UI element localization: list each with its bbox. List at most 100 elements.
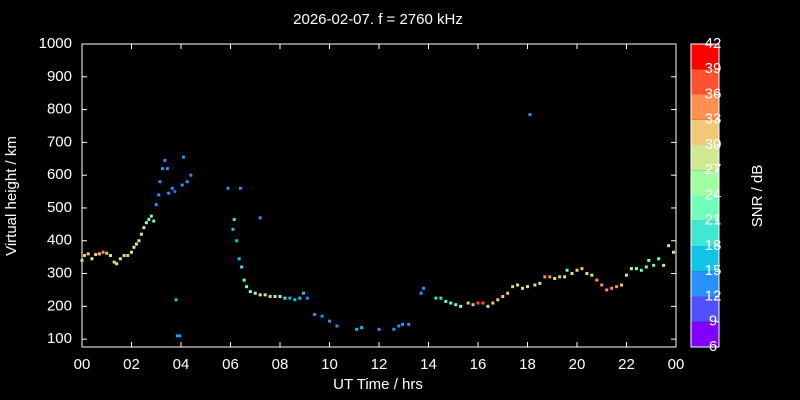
- colorbar-tick-label: 36: [705, 85, 722, 102]
- colorbar-tick-label: 33: [705, 111, 722, 128]
- data-point: [165, 167, 169, 171]
- data-point: [629, 267, 633, 271]
- data-point: [90, 257, 94, 261]
- x-tick-label: 00: [668, 356, 685, 373]
- y-tick-label: 800: [47, 101, 72, 118]
- data-point: [526, 285, 529, 289]
- data-point: [600, 283, 604, 287]
- data-point: [407, 322, 411, 326]
- data-point: [548, 275, 552, 279]
- data-point: [245, 285, 249, 289]
- colorbar-tick-label: 21: [705, 212, 722, 229]
- data-point: [553, 276, 557, 280]
- data-point: [118, 257, 122, 261]
- data-point: [449, 301, 453, 305]
- data-point: [302, 291, 306, 295]
- data-point: [101, 250, 105, 254]
- data-point: [521, 286, 525, 290]
- data-point: [491, 301, 495, 305]
- data-point: [115, 262, 119, 266]
- data-point: [355, 327, 359, 331]
- data-point: [178, 334, 182, 338]
- colorbar-band: [691, 220, 719, 246]
- data-point: [543, 275, 547, 279]
- data-point: [570, 272, 574, 276]
- data-point: [134, 242, 138, 246]
- y-tick-label: 900: [47, 68, 72, 85]
- data-point: [434, 296, 438, 300]
- x-tick-label: 08: [272, 356, 289, 373]
- data-point: [615, 285, 619, 289]
- colorbar-tick-label: 27: [705, 161, 722, 178]
- data-point: [585, 272, 589, 276]
- data-point: [158, 180, 162, 184]
- data-point: [231, 227, 235, 231]
- y-tick-label: 1000: [39, 35, 72, 52]
- data-point: [439, 296, 443, 300]
- x-tick-label: 00: [74, 356, 91, 373]
- data-point: [149, 214, 153, 218]
- data-point: [144, 221, 148, 225]
- data-point: [86, 252, 90, 256]
- data-point: [137, 239, 141, 243]
- data-point: [105, 251, 109, 255]
- colorbar-band: [691, 271, 719, 297]
- data-point: [595, 278, 599, 282]
- x-tick-label: 10: [321, 356, 338, 373]
- data-point: [401, 322, 405, 326]
- data-point: [657, 257, 661, 261]
- data-point: [466, 301, 470, 305]
- data-point: [511, 285, 515, 289]
- data-point: [662, 263, 666, 267]
- y-tick-label: 100: [47, 330, 72, 347]
- data-point: [558, 275, 562, 279]
- colorbar-band: [691, 321, 719, 347]
- y-tick-label: 600: [47, 166, 72, 183]
- y-tick-label: 200: [47, 297, 72, 314]
- data-point: [180, 183, 184, 187]
- data-point: [175, 334, 179, 338]
- data-point: [248, 290, 252, 294]
- plot-frame: [81, 43, 677, 348]
- data-point: [575, 268, 579, 272]
- data-point: [481, 301, 485, 305]
- data-point: [516, 283, 520, 287]
- data-point: [634, 267, 638, 271]
- y-tick-label: 500: [47, 199, 72, 216]
- data-point: [533, 283, 537, 287]
- data-point: [625, 273, 628, 277]
- data-point: [242, 278, 246, 282]
- x-tick-label: 18: [519, 356, 536, 373]
- x-tick-label: 04: [173, 356, 190, 373]
- data-point: [154, 203, 158, 207]
- data-point: [565, 268, 569, 272]
- data-point: [471, 303, 475, 307]
- x-tick-label: 14: [420, 356, 437, 373]
- colorbar-tick-label: 15: [705, 262, 722, 279]
- colorbar-band: [691, 69, 719, 95]
- colorbar-band: [691, 44, 719, 70]
- data-point: [253, 291, 257, 295]
- data-point: [152, 219, 156, 223]
- data-point: [147, 217, 151, 221]
- data-point: [112, 260, 116, 264]
- data-point: [335, 324, 339, 328]
- y-tick-label: 400: [47, 232, 72, 249]
- y-tick-label: 700: [47, 133, 72, 150]
- colorbar-band: [691, 119, 719, 145]
- data-point: [328, 319, 331, 323]
- data-point: [268, 295, 272, 298]
- data-point: [283, 296, 287, 300]
- data-point: [263, 293, 267, 297]
- x-tick-label: 20: [569, 356, 586, 373]
- data-point: [506, 291, 510, 295]
- data-point: [132, 245, 136, 249]
- data-point: [108, 254, 112, 258]
- data-point: [620, 283, 624, 287]
- data-point: [652, 263, 656, 267]
- data-point: [419, 291, 423, 295]
- data-point: [610, 286, 614, 290]
- data-point: [313, 313, 317, 317]
- data-point: [235, 239, 239, 243]
- data-point: [226, 186, 230, 190]
